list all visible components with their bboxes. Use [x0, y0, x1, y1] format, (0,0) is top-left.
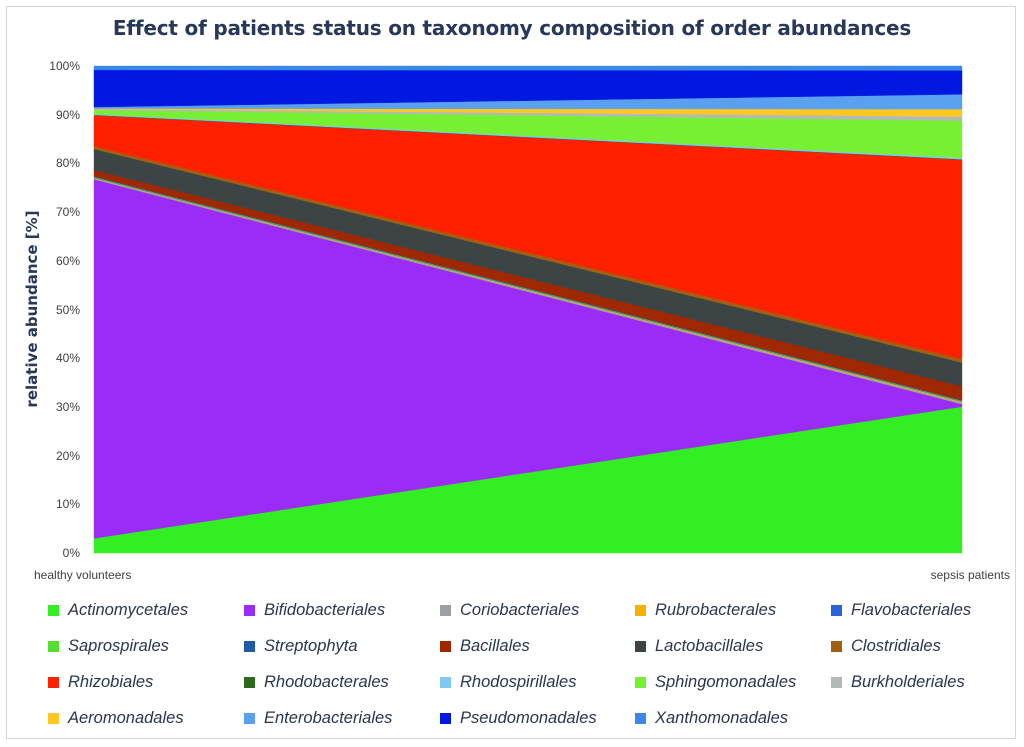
legend-label: Lactobacillales — [655, 636, 764, 655]
legend-item-rhodobacterales: Rhodobacterales — [244, 672, 389, 692]
legend-swatch — [48, 712, 59, 724]
legend-label: Clostridiales — [851, 636, 941, 655]
legend-swatch — [48, 640, 59, 652]
legend-label: Flavobacteriales — [851, 600, 972, 619]
y-tick-label: 20% — [55, 448, 80, 463]
legend-item-burkholderiales: Burkholderiales — [831, 672, 965, 692]
x-tick-healthy-volunteers: healthy volunteers — [34, 568, 132, 582]
area-xanthomonadales — [93, 65, 963, 71]
legend-label: Sphingomonadales — [655, 672, 797, 691]
legend-item-streptophyta: Streptophyta — [244, 636, 358, 656]
chart-title: Effect of patients status on taxonomy co… — [112, 16, 912, 40]
legend-label: Rhizobiales — [68, 672, 154, 691]
legend-swatch — [635, 712, 646, 724]
legend-label: Actinomycetales — [68, 600, 189, 619]
legend-item-lactobacillales: Lactobacillales — [635, 636, 763, 656]
legend-swatch — [244, 676, 255, 688]
legend-swatch — [831, 604, 842, 616]
legend-item-sphingomonadales: Sphingomonadales — [635, 672, 796, 692]
legend-label: Enterobacteriales — [264, 708, 393, 727]
legend-item-rhodospirillales: Rhodospirillales — [440, 672, 576, 692]
legend-item-actinomycetales: Actinomycetales — [48, 600, 188, 620]
y-tick-label: 70% — [55, 205, 80, 220]
legend-item-xanthomonadales: Xanthomonadales — [635, 708, 788, 728]
legend-swatch — [48, 676, 59, 688]
legend-item-rhizobiales: Rhizobiales — [48, 672, 153, 692]
legend-swatch — [831, 676, 842, 688]
legend-item-bifidobacteriales: Bifidobacteriales — [244, 600, 385, 620]
legend-swatch — [440, 676, 451, 688]
y-tick-label: 10% — [55, 497, 80, 512]
legend-swatch — [635, 604, 646, 616]
x-tick-sepsis-patients: sepsis patients — [930, 568, 1010, 582]
y-tick-label: 100% — [49, 59, 80, 73]
legend-swatch — [831, 640, 842, 652]
legend-swatch — [635, 640, 646, 652]
legend-label: Xanthomonadales — [655, 708, 789, 727]
legend-swatch — [48, 604, 59, 616]
legend-item-pseudomonadales: Pseudomonadales — [440, 708, 597, 728]
legend-item-bacillales: Bacillales — [440, 636, 530, 656]
stacked-area-plot — [93, 65, 963, 554]
legend-label: Pseudomonadales — [460, 708, 597, 727]
legend-label: Rubrobacterales — [655, 600, 777, 619]
legend-item-enterobacteriales: Enterobacteriales — [244, 708, 392, 728]
legend-label: Bacillales — [460, 636, 530, 655]
y-tick-label: 80% — [55, 156, 80, 171]
legend-label: Coriobacteriales — [460, 600, 580, 619]
legend-item-saprospirales: Saprospirales — [48, 636, 169, 656]
legend-label: Streptophyta — [264, 636, 358, 655]
legend-item-aeromonadales: Aeromonadales — [48, 708, 184, 728]
legend-swatch — [635, 676, 646, 688]
y-tick-label: 0% — [62, 546, 80, 560]
y-tick-label: 40% — [55, 351, 80, 366]
legend-swatch — [244, 604, 255, 616]
legend-label: Burkholderiales — [851, 672, 965, 691]
legend-label: Saprospirales — [68, 636, 169, 655]
legend-swatch — [244, 640, 255, 652]
legend-label: Bifidobacteriales — [264, 600, 386, 619]
legend-label: Rhodobacterales — [264, 672, 389, 691]
legend: Actinomycetales Bifidobacteriales Coriobac… — [48, 600, 1008, 736]
legend-swatch — [244, 712, 255, 724]
y-tick-label: 30% — [55, 399, 80, 414]
legend-label: Aeromonadales — [68, 708, 184, 727]
legend-item-rubrobacterales: Rubrobacterales — [635, 600, 776, 620]
legend-item-flavobacteriales: Flavobacteriales — [831, 600, 971, 620]
legend-swatch — [440, 712, 451, 724]
legend-swatch — [440, 604, 451, 616]
legend-item-clostridiales: Clostridiales — [831, 636, 941, 656]
y-tick-label: 60% — [55, 253, 80, 268]
y-tick-label: 50% — [55, 302, 80, 317]
y-tick-label: 90% — [55, 107, 80, 122]
legend-swatch — [440, 640, 451, 652]
legend-label: Rhodospirillales — [460, 672, 577, 691]
legend-item-coriobacteriales: Coriobacteriales — [440, 600, 579, 620]
